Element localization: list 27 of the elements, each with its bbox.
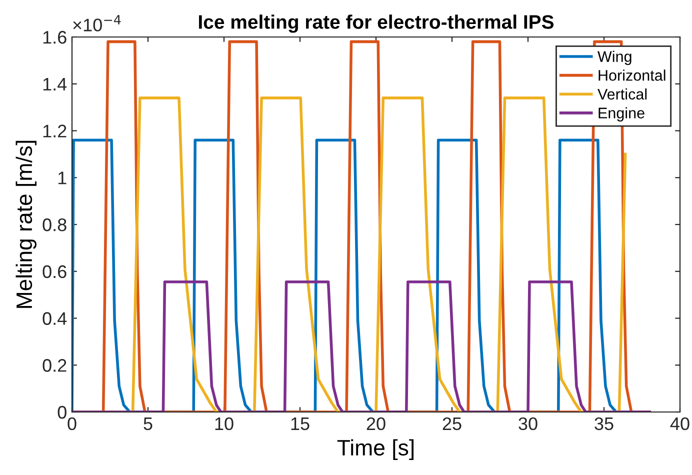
y-tick-label: 0.8 <box>42 218 66 232</box>
legend-label: Engine <box>598 107 644 122</box>
chart-title: Ice melting rate for electro-thermal IPS <box>199 14 554 33</box>
x-tick-label: 10 <box>215 417 234 430</box>
x-tick-label: 25 <box>442 417 462 430</box>
x-tick-label: 20 <box>366 417 386 430</box>
y-tick-label: 1.4 <box>43 78 67 90</box>
y-tick-label: 0.4 <box>42 312 67 325</box>
line-series <box>72 280 651 412</box>
y-axis-title: Melting rate [m/s] <box>16 140 36 308</box>
x-tick-label: 30 <box>518 417 538 430</box>
y-tick-label: 1.2 <box>43 124 66 138</box>
y-tick-label: 0.2 <box>42 359 66 372</box>
y-tick-label: 0.6 <box>42 265 66 278</box>
x-tick-label: 35 <box>594 417 614 430</box>
y-tick-label: 1 <box>58 172 66 184</box>
y-tick-label: 0 <box>58 406 66 419</box>
y-tick-label: 1.6 <box>43 30 66 44</box>
legend-label: Wing <box>598 50 632 65</box>
x-tick-label: 40 <box>670 417 690 430</box>
x-tick-label: 15 <box>291 418 310 430</box>
x-axis-title: Time [s] <box>337 439 414 460</box>
legend-label: Vertical <box>598 88 647 100</box>
x-tick-label: 0 <box>68 417 76 430</box>
text: ×10$^{−4}$ <box>73 15 121 32</box>
legend-label: Horizontal <box>598 70 666 81</box>
x-tick-label: 5 <box>144 418 152 430</box>
